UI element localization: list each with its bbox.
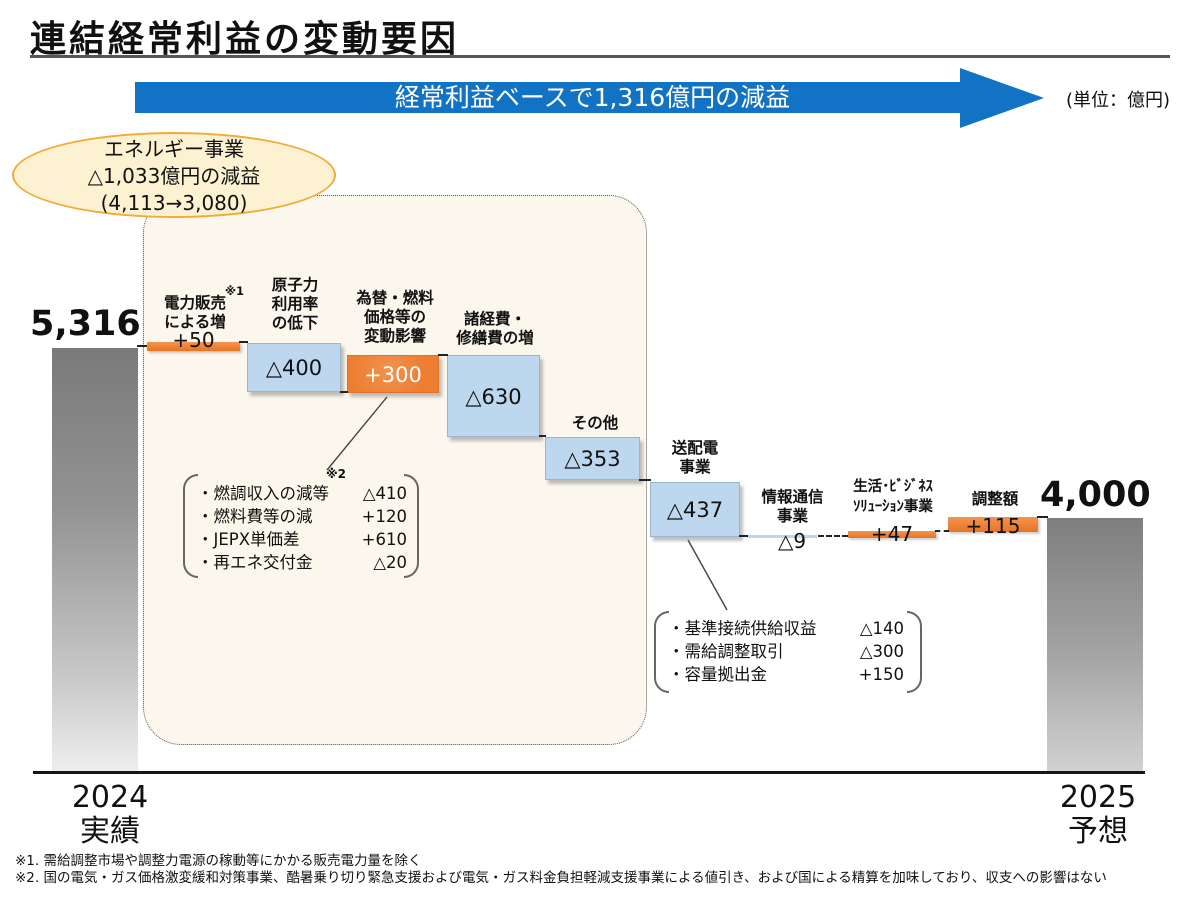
baseline	[33, 771, 1145, 774]
step-label-adjustment: 調整額	[971, 490, 1019, 508]
page-title: 連結経常利益の変動要因	[30, 19, 460, 60]
bracket-right	[404, 474, 419, 578]
step-value-telecom: △9	[777, 529, 807, 553]
step-bar-nuclear: △400	[247, 343, 341, 392]
step-value-adjustment: +115	[965, 514, 1021, 538]
connector-dash	[137, 345, 147, 347]
step-value-other: △353	[564, 447, 621, 471]
connector-dash	[739, 535, 748, 537]
step-value-power-sales: +50	[172, 328, 215, 352]
end-year: 2025	[1059, 780, 1137, 815]
footnotes: ※1. 需給調整市場や調整力電源の稼動等にかかる販売電力量を除く ※2. 国の電…	[15, 853, 1195, 887]
step-label-fx-fuel: 為替・燃料 価格等の 変動影響	[356, 289, 434, 345]
connector-dash	[818, 535, 848, 537]
step-value-expenses: △630	[465, 385, 522, 409]
start-value: 5,316	[30, 304, 141, 344]
end-bar	[1047, 518, 1143, 773]
note-row: ・燃調収入の減等 △410	[197, 484, 407, 503]
connector-dash	[639, 479, 651, 481]
annotation-line: △1,033億円の減益	[87, 164, 261, 188]
step-label-life-business: 生活･ﾋﾞｼﾞﾈｽ ｿﾘｭｰｼｮﾝ事業	[853, 479, 933, 515]
breakdown-note-fuel: ※2 ・燃調収入の減等 △410 ・燃料費等の減 +120 ・JEPX単価差 +610…	[183, 467, 419, 578]
start-bar	[52, 348, 138, 773]
step-bar-telecom	[747, 535, 817, 538]
connector-dash	[539, 435, 546, 437]
step-value-fx-fuel: +300	[364, 363, 422, 387]
annotation-line: エネルギー事業	[104, 137, 244, 161]
step-label-transmission: 送配電 事業	[671, 439, 719, 476]
bracket-right	[907, 611, 922, 693]
summary-banner	[135, 82, 960, 113]
note-row: ・燃料費等の減 +120	[197, 507, 407, 526]
end-axis-label: 2025 予想	[1038, 781, 1158, 849]
step-value-transmission: △437	[666, 498, 724, 522]
end-value: 4,000	[1040, 475, 1151, 515]
step-bar-fx-fuel: +300	[347, 355, 439, 393]
unit-label: (単位：億円)	[1066, 90, 1171, 111]
note-row: ・JEPX単価差 +610	[197, 530, 407, 549]
connector-dash	[1037, 516, 1048, 518]
step-label-power-sales: 電力販売 による増 ※1	[163, 284, 244, 331]
step-label-other: その他	[571, 414, 619, 432]
step-bar-expenses: △630	[447, 355, 540, 437]
bracket-left	[183, 474, 198, 578]
note-row: ・需給調整取引 △300	[668, 642, 904, 661]
end-caption: 予想	[1068, 814, 1128, 849]
connector-dash	[438, 354, 448, 356]
step-label-nuclear: 原子力 利用率 の低下	[271, 276, 319, 332]
start-caption: 実績	[80, 814, 140, 849]
connector-dash	[239, 341, 248, 343]
step-bar-adjustment	[948, 517, 1038, 532]
step-bar-power-sales	[147, 342, 240, 351]
footnote-marker-2: ※2	[326, 467, 347, 481]
footnote-2: ※2. 国の電気・ガス価格激変緩和対策事業、酷暑乗り切り緊急支援および電気・ガス…	[15, 870, 1107, 886]
start-year: 2024	[71, 780, 149, 815]
step-label-telecom: 情報通信 事業	[761, 488, 824, 525]
step-bar-other: △353	[545, 437, 640, 480]
bracket-left	[654, 611, 669, 693]
step-bar-life-business	[848, 531, 936, 538]
banner-arrowhead-icon	[960, 68, 1044, 128]
annotation-line: (4,113→3,080)	[100, 191, 248, 215]
summary-banner-text: 経常利益ベースで1,316億円の減益	[394, 83, 791, 112]
note-row: ・基準接続供給収益 △140	[668, 619, 904, 638]
note-row: ・容量拠出金 +150	[668, 665, 904, 684]
title-underline	[30, 55, 1170, 58]
step-label-expenses: 諸経費・ 修繕費の増	[456, 310, 534, 347]
footnote-marker-1: ※1	[224, 284, 244, 298]
start-axis-label: 2024 実績	[50, 781, 170, 849]
connector-dash	[935, 530, 949, 532]
breakdown-note-grid: ・基準接続供給収益 △140 ・需給調整取引 △300 ・容量拠出金 +150	[654, 611, 922, 693]
connector-dash	[340, 391, 348, 393]
footnote-1: ※1. 需給調整市場や調整力電源の稼動等にかかる販売電力量を除く	[15, 853, 422, 869]
note-row: ・再エネ交付金 △20	[197, 553, 407, 572]
step-bar-transmission: △437	[650, 482, 740, 537]
step-value-nuclear: △400	[265, 356, 323, 380]
step-value-life-business: +47	[870, 522, 914, 546]
energy-group-annotation: エネルギー事業 △1,033億円の減益 (4,113→3,080)	[12, 132, 336, 218]
